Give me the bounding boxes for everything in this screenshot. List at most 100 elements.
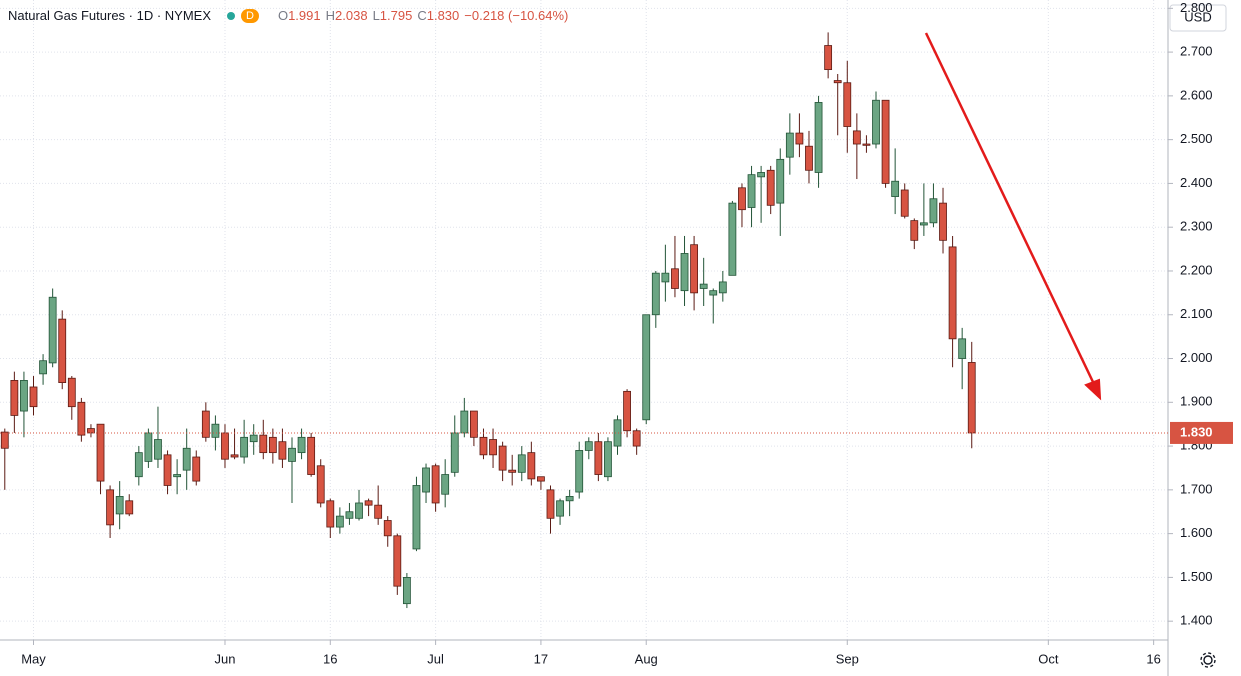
candle-body	[10, 380, 19, 416]
candle-body	[288, 447, 296, 462]
candle-body	[958, 338, 967, 359]
candle-body	[872, 99, 880, 145]
candle-body	[29, 386, 38, 408]
candle-body	[211, 423, 220, 438]
candle-body	[0, 431, 9, 449]
candle-body	[240, 436, 249, 458]
x-tick-label: Jul	[427, 651, 444, 666]
trend-arrow	[924, 32, 1102, 401]
candle-body	[814, 102, 823, 173]
candle-body	[470, 410, 478, 438]
candle-body	[623, 390, 631, 432]
candle-body	[824, 45, 833, 71]
candle-body	[805, 145, 813, 171]
candle-body	[163, 454, 172, 486]
x-tick-label: Jun	[214, 651, 235, 666]
candle-body	[402, 577, 411, 605]
candle-body	[891, 180, 900, 197]
x-tick-label: 16	[323, 651, 337, 666]
candle-body	[422, 467, 430, 493]
candles	[0, 32, 976, 609]
y-tick-label: 1.600	[1180, 525, 1213, 540]
x-tick-label: Oct	[1038, 651, 1059, 666]
last-price-label: 1.830	[1180, 424, 1213, 439]
candle-body	[39, 360, 47, 375]
candle-body	[766, 169, 775, 206]
y-tick-label: 2.100	[1180, 306, 1213, 321]
candle-body	[77, 401, 86, 436]
y-tick-label: 2.500	[1180, 131, 1213, 146]
candle-body	[728, 202, 737, 276]
candle-body	[307, 436, 316, 475]
candle-body	[575, 450, 584, 493]
y-tick-label: 1.400	[1180, 613, 1213, 628]
candle-body	[594, 441, 603, 475]
candle-body	[355, 502, 363, 519]
badge: D	[241, 8, 259, 23]
candle-body	[508, 469, 517, 473]
y-tick-label: 1.500	[1180, 569, 1213, 584]
candle-body	[661, 272, 670, 283]
candle-body	[87, 428, 95, 434]
candle-body	[747, 174, 756, 208]
y-tick-label: 1.900	[1180, 394, 1213, 409]
candle-body	[106, 489, 114, 526]
candle-body	[173, 474, 182, 478]
candle-body	[221, 432, 229, 460]
last-price-tag	[1170, 421, 1233, 444]
candle-body	[192, 456, 201, 482]
candle-body	[671, 268, 679, 289]
candle-body	[948, 246, 957, 340]
quote-value: 1.991	[288, 8, 321, 23]
candle-body	[690, 244, 698, 294]
currency-box[interactable]	[1169, 4, 1227, 32]
candle-body	[201, 410, 210, 438]
candle-body	[489, 439, 497, 456]
candle-body	[393, 535, 402, 587]
candle-body	[680, 253, 689, 292]
candle-body	[919, 222, 928, 226]
y-tick-label: 2.600	[1180, 87, 1213, 102]
candle-body	[412, 485, 421, 550]
settings-icon[interactable]	[1200, 652, 1216, 668]
candle-body	[929, 198, 938, 224]
y-tick-label: 2.000	[1180, 350, 1213, 365]
candle-body	[374, 504, 383, 519]
candle-body	[96, 423, 105, 482]
y-tick-label: 2.400	[1180, 175, 1213, 190]
candle-body	[20, 380, 28, 412]
currency: USD	[1184, 9, 1211, 24]
x-tick-label: May	[21, 651, 46, 666]
candle-body	[546, 489, 555, 519]
quote-value: 1.795	[379, 8, 413, 23]
candle-body	[67, 377, 76, 408]
x-tick-label: 17	[534, 651, 548, 666]
candle-body	[460, 410, 469, 434]
candle-body	[527, 452, 536, 480]
candle-body	[537, 476, 545, 482]
candle-body	[843, 82, 852, 127]
candle-body	[517, 454, 526, 473]
candle-body	[776, 158, 785, 204]
change: −0.218 (−10.64%)	[464, 8, 569, 23]
candle-body	[326, 500, 335, 528]
legend: Natural Gas Futures · 1D · NYMEX D O1.99…	[8, 8, 568, 23]
candle-body	[383, 520, 392, 537]
candle-body	[144, 432, 153, 462]
candle-body	[718, 281, 727, 294]
candle-body	[278, 441, 287, 460]
candle-body	[939, 202, 947, 241]
y-tick-label: 1.700	[1180, 481, 1213, 496]
candle-body	[134, 452, 143, 478]
candle-body	[556, 500, 564, 517]
candle-body	[642, 314, 651, 421]
quote-key: H	[325, 8, 336, 23]
candle-body	[738, 187, 746, 211]
x-tick-label: Sep	[836, 651, 859, 666]
candle-body	[431, 465, 440, 504]
quote-key: C	[417, 8, 427, 23]
candle-body	[335, 515, 344, 528]
quote-key: L	[372, 8, 380, 23]
